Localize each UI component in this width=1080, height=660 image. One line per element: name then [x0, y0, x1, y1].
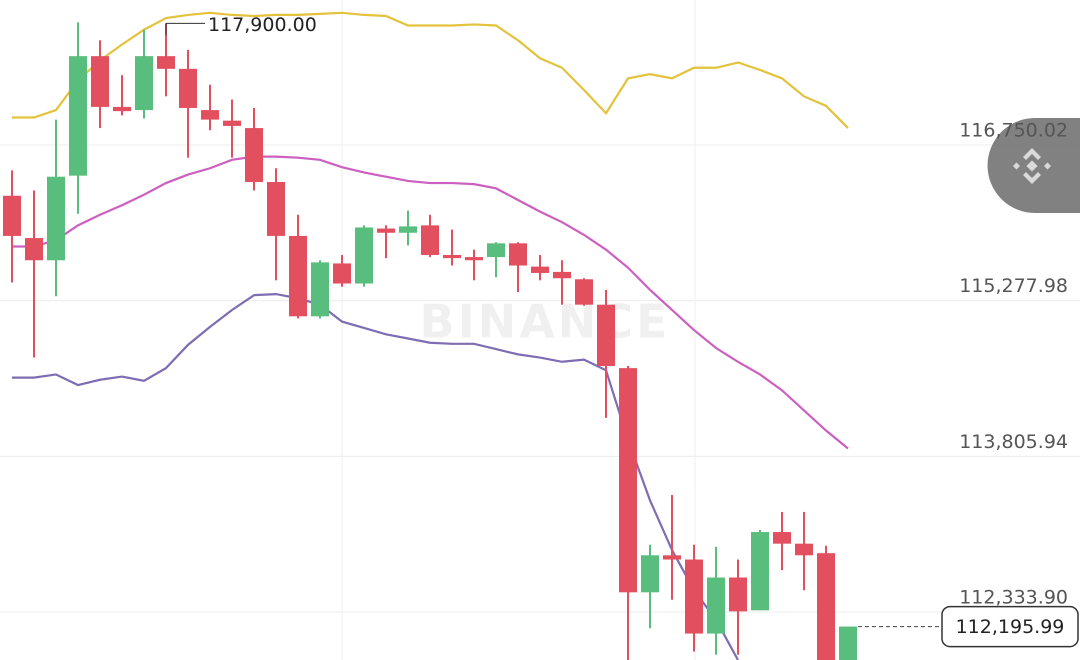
y-tick-label: 115,277.98 — [959, 275, 1068, 297]
last-price-box — [941, 605, 1079, 648]
band-line — [12, 11, 849, 129]
candle-body — [179, 68, 197, 108]
candle-body — [223, 120, 241, 126]
candle-body — [685, 559, 703, 634]
binance-button[interactable] — [987, 118, 1080, 213]
candle-body — [751, 532, 769, 611]
candle-body — [795, 543, 813, 556]
candle-body — [509, 243, 527, 266]
candle-body — [113, 106, 131, 112]
watermark: BINANCE — [420, 295, 671, 349]
y-tick-label: 116,750.02 — [959, 119, 1068, 141]
candle-body — [575, 279, 593, 305]
candle-body — [729, 577, 747, 612]
candle-body — [839, 626, 857, 660]
candle-body — [311, 262, 329, 317]
candle-body — [333, 263, 351, 284]
candle-body — [487, 243, 505, 258]
candle-body — [69, 56, 87, 176]
candle-body — [267, 181, 285, 236]
candle-body — [817, 553, 835, 660]
candle-body — [47, 176, 65, 261]
high-marker-label: 117,900.00 — [208, 14, 317, 36]
last-price-label: 112,195.99 — [956, 616, 1065, 638]
band-line — [12, 292, 739, 660]
y-tick-label: 113,805.94 — [959, 431, 1068, 453]
candle-body — [663, 555, 681, 560]
candle-body — [531, 266, 549, 273]
plot — [3, 11, 857, 660]
candle-body — [421, 225, 439, 255]
band-line — [12, 155, 849, 450]
candle-body — [355, 227, 373, 284]
candle-body — [245, 128, 263, 182]
candle-body — [135, 56, 153, 111]
candle-body — [377, 228, 395, 233]
grid — [0, 144, 1080, 613]
candle-body — [289, 235, 307, 317]
candle-body — [3, 195, 21, 236]
candle-body — [157, 56, 175, 69]
candle-body — [25, 238, 43, 261]
candle-body — [399, 226, 417, 233]
candle-body — [619, 368, 637, 593]
candle-body — [465, 257, 483, 261]
candle-body — [641, 555, 659, 593]
candle-body — [443, 254, 461, 259]
candle-body — [773, 532, 791, 544]
candle-body — [707, 577, 725, 634]
y-tick-label: 112,333.90 — [959, 586, 1068, 608]
candle-body — [553, 271, 571, 279]
candle-body — [597, 304, 615, 367]
candle-body — [91, 56, 109, 107]
candle-body — [201, 110, 219, 120]
